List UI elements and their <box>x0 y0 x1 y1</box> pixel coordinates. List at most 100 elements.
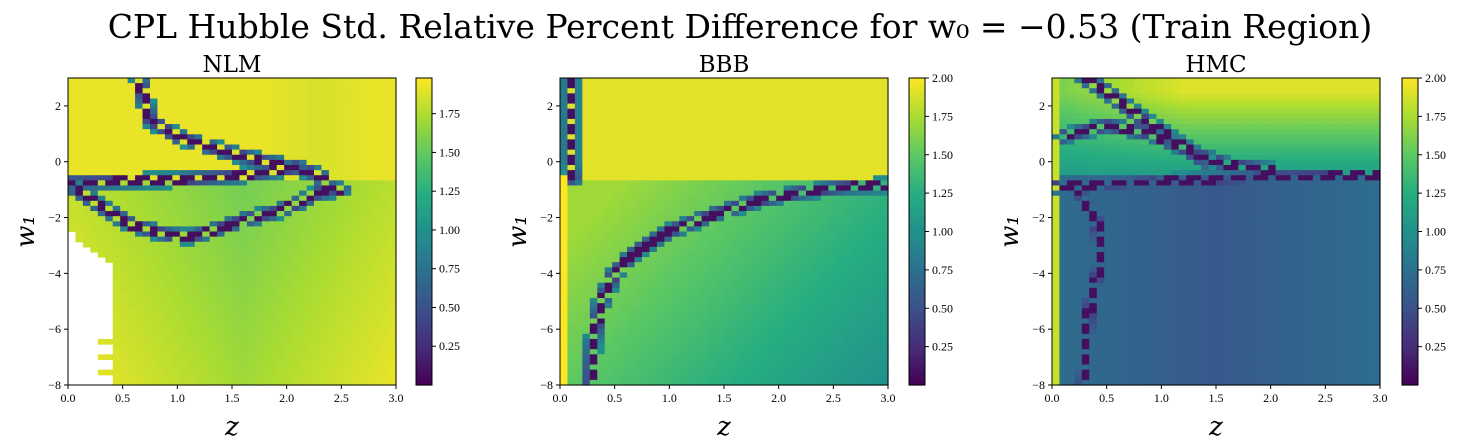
heatmap-cell <box>306 262 315 268</box>
heatmap-cell <box>768 282 777 289</box>
heatmap-cell <box>358 200 367 207</box>
heatmap-cell <box>261 154 270 161</box>
heatmap-cell <box>753 190 762 197</box>
heatmap-cell <box>679 313 688 320</box>
heatmap-cell <box>179 88 188 94</box>
heatmap-cell <box>746 113 755 120</box>
heatmap-cell <box>306 195 315 202</box>
heatmap-cell <box>306 298 315 304</box>
heatmap-cell <box>671 231 680 238</box>
heatmap-cell <box>560 124 569 130</box>
heatmap-cell <box>224 159 233 166</box>
heatmap-cell <box>835 154 844 161</box>
heatmap-cell <box>291 226 300 233</box>
heatmap-cell <box>560 129 569 135</box>
heatmap-cell <box>716 134 725 140</box>
heatmap-cell <box>798 78 807 84</box>
heatmap-cell <box>358 175 367 181</box>
heatmap-cell <box>649 124 658 130</box>
heatmap-cell <box>768 164 777 171</box>
y-tick-label: 0 <box>55 155 61 169</box>
heatmap-cell <box>261 216 270 222</box>
heatmap-cell <box>336 221 345 227</box>
heatmap-cell <box>843 292 852 299</box>
heatmap-cell <box>731 257 740 263</box>
heatmap-cell <box>753 108 762 115</box>
heatmap-cell <box>246 313 255 320</box>
heatmap-cell <box>217 149 226 156</box>
heatmap-cell <box>172 175 181 181</box>
heatmap-cell <box>828 333 837 340</box>
heatmap-cell <box>604 78 613 84</box>
heatmap-cell <box>224 139 233 146</box>
heatmap-cell <box>843 200 852 207</box>
heatmap-cell <box>731 159 740 166</box>
heatmap-cell <box>686 267 695 274</box>
heatmap-cell <box>656 180 665 187</box>
heatmap-cell <box>843 231 852 238</box>
heatmap-cell <box>746 323 755 330</box>
heatmap-cell <box>187 175 196 181</box>
heatmap-cell <box>798 231 807 238</box>
heatmap-cell <box>351 200 360 207</box>
colorbar-step <box>416 381 432 386</box>
heatmap-cell <box>761 349 770 355</box>
heatmap-cell <box>142 231 151 238</box>
heatmap-cell <box>232 262 241 268</box>
heatmap-cell <box>746 124 755 130</box>
heatmap-cell <box>120 134 129 140</box>
heatmap-cell <box>806 175 815 181</box>
heatmap-cell <box>172 313 181 320</box>
colorbar-step <box>416 304 432 309</box>
colorbar-step <box>416 196 432 202</box>
heatmap-cell <box>560 180 569 187</box>
heatmap-cell <box>746 211 755 217</box>
heatmap-cell <box>776 277 785 284</box>
heatmap-cell <box>820 292 829 299</box>
heatmap-cell <box>336 134 345 140</box>
heatmap-cell <box>709 113 718 120</box>
heatmap-cell <box>343 379 352 386</box>
heatmap-cell <box>791 190 800 197</box>
heatmap-cell <box>806 88 815 94</box>
heatmap-cell <box>671 83 680 89</box>
heatmap-cell <box>574 134 583 140</box>
heatmap-cell <box>716 226 725 233</box>
heatmap-cell <box>589 211 598 217</box>
heatmap-cell <box>664 369 673 376</box>
heatmap-cell <box>336 374 345 381</box>
heatmap-cell <box>314 318 323 325</box>
heatmap-cell <box>694 236 703 243</box>
heatmap-cell <box>828 195 837 202</box>
heatmap-cell <box>135 175 144 181</box>
heatmap-cell <box>328 236 337 243</box>
heatmap-cell <box>172 323 181 330</box>
heatmap-cell <box>768 328 777 335</box>
heatmap-cell <box>306 216 315 222</box>
heatmap-cell <box>731 303 740 309</box>
heatmap-cell <box>269 359 278 366</box>
heatmap-cell <box>560 333 569 340</box>
heatmap-cell <box>574 267 583 274</box>
heatmap-cell <box>731 251 740 258</box>
heatmap-cell <box>90 175 99 181</box>
heatmap-cell <box>560 113 569 120</box>
heatmap-cell <box>232 313 241 320</box>
heatmap-cell <box>194 344 203 350</box>
heatmap-cell <box>299 323 308 330</box>
heatmap-cell <box>328 144 337 151</box>
heatmap-cell <box>157 236 166 243</box>
heatmap-cell <box>232 139 241 146</box>
heatmap-cell <box>828 287 837 294</box>
heatmap-cell <box>269 83 278 89</box>
heatmap-cell <box>679 118 688 125</box>
heatmap-cell <box>776 108 785 115</box>
heatmap-cell <box>843 124 852 130</box>
heatmap-cell <box>649 164 658 171</box>
heatmap-cell <box>589 149 598 156</box>
heatmap-cell <box>261 149 270 156</box>
heatmap-cell <box>567 170 576 176</box>
heatmap-cell <box>224 308 233 314</box>
heatmap-cell <box>567 185 576 192</box>
heatmap-cell <box>328 282 337 289</box>
